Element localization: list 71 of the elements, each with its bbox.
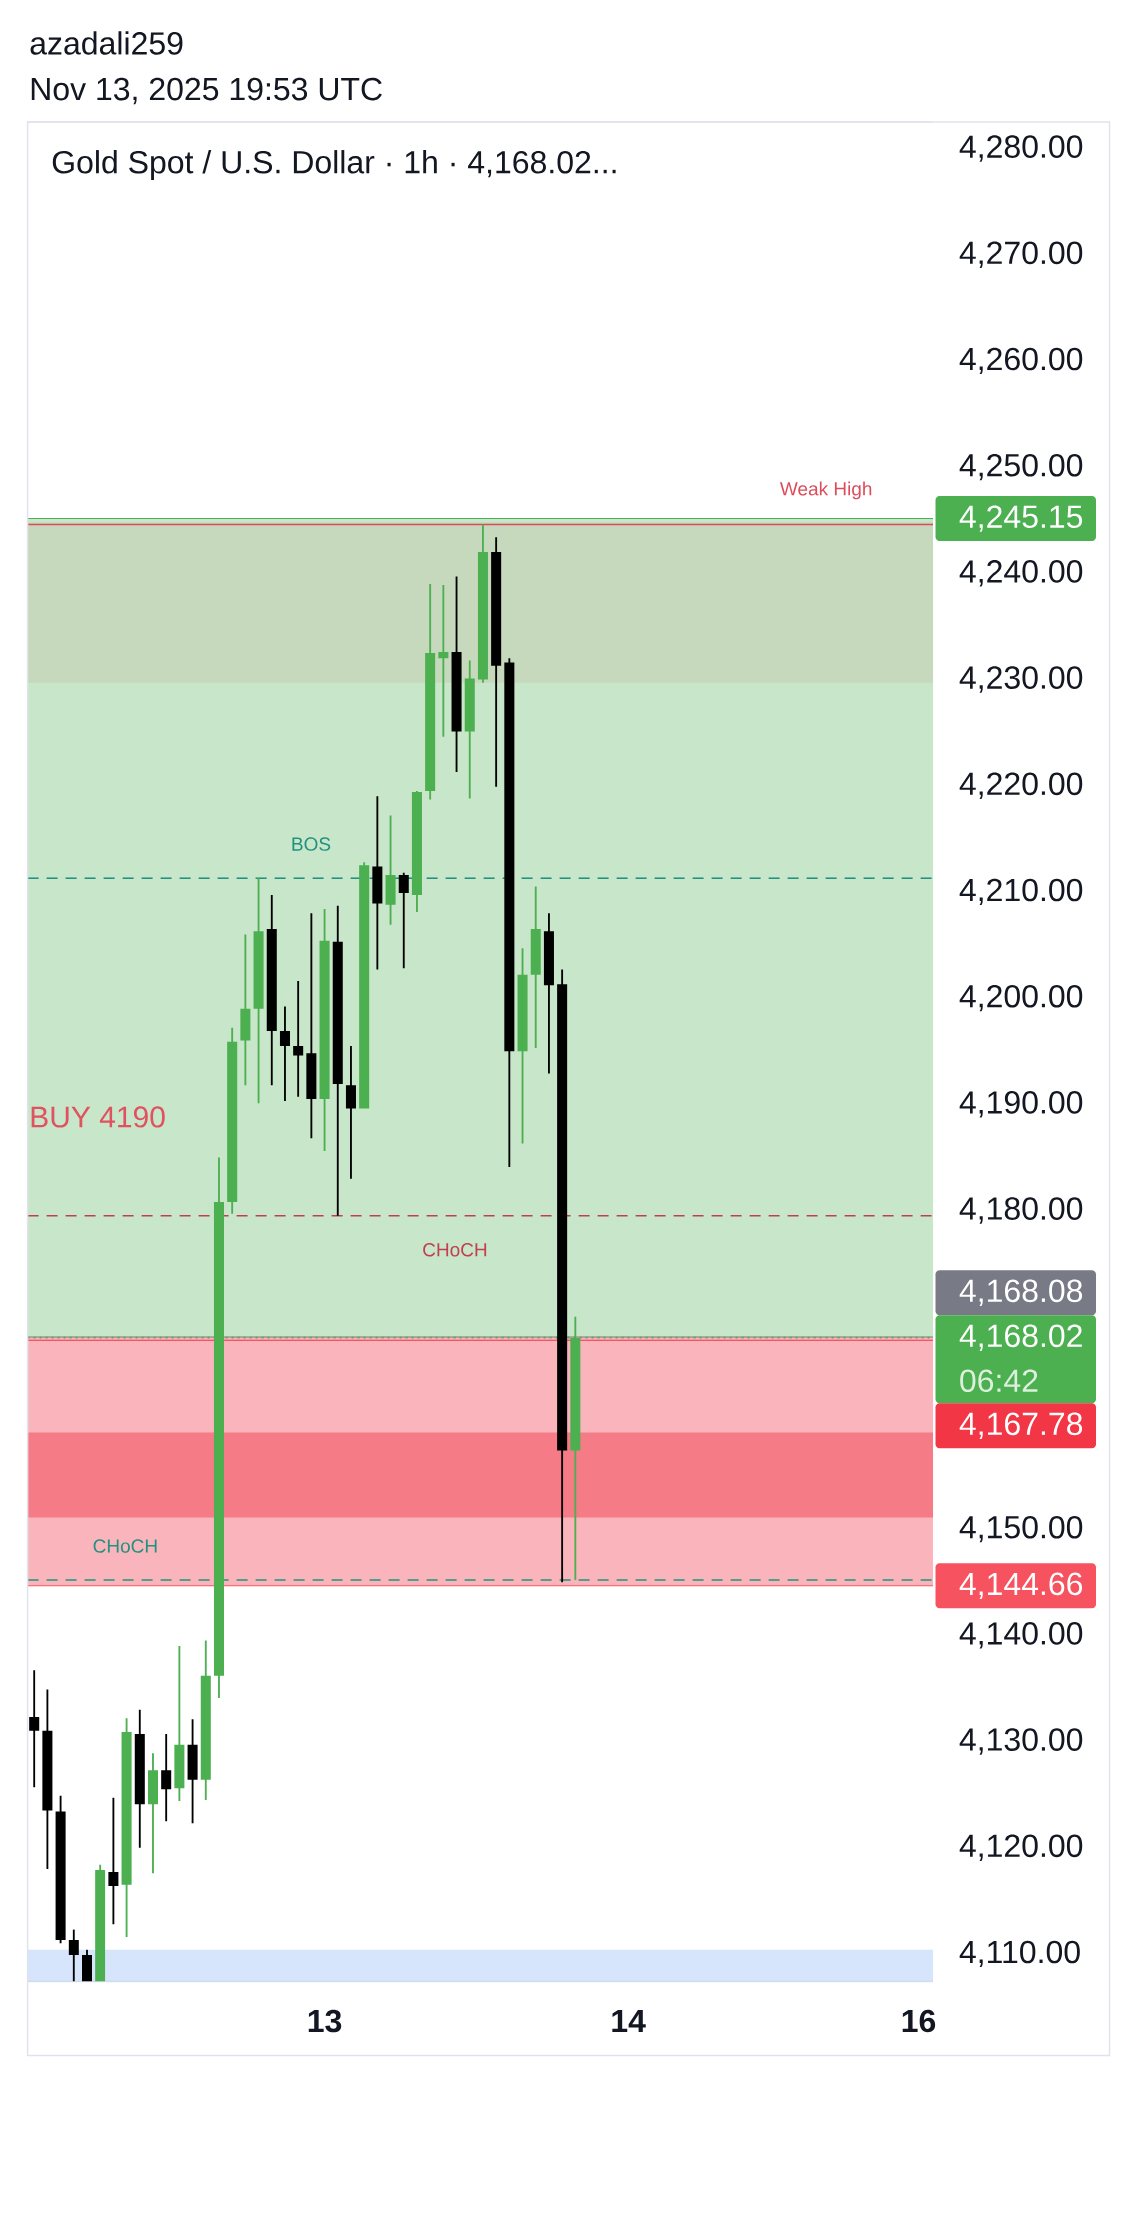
ref-line-label: CHoCH: [93, 1539, 157, 1553]
y-tick-label: 4,240.00: [959, 560, 1083, 587]
candlestick: [213, 1157, 224, 1698]
candlestick: [306, 913, 317, 1139]
candlestick: [95, 1864, 106, 1982]
x-tick-label: 13: [308, 2009, 342, 2033]
candlestick: [108, 1797, 119, 1925]
candlestick: [240, 934, 251, 1086]
ref-line-label: 4,168.02: [959, 1324, 1082, 1351]
candlestick: [411, 791, 422, 913]
y-tick-label: 4,210.00: [959, 878, 1083, 906]
ref-line-label: 4,168.08: [959, 1279, 1083, 1306]
candlestick: [319, 908, 330, 1152]
candlestick: [464, 660, 475, 799]
ref-line-label: BOS: [292, 837, 331, 851]
candlestick: [161, 1734, 172, 1822]
candlestick: [543, 913, 554, 1074]
candlestick: [332, 905, 343, 1216]
y-tick-label: 4,230.00: [959, 666, 1083, 693]
candlestick: [200, 1640, 211, 1800]
y-tick-label: 4,140.00: [959, 1622, 1083, 1649]
y-tick-label: 4,110.00: [959, 1940, 1080, 1968]
candlestick: [504, 658, 515, 1167]
candlestick: [398, 872, 409, 969]
candlestick: [438, 584, 449, 737]
candlestick: [359, 862, 370, 1109]
x-tick-label: 16: [902, 2009, 936, 2033]
candlestick: [55, 1795, 66, 1944]
y-tick-label: 4,250.00: [959, 453, 1083, 481]
candlestick: [477, 524, 488, 683]
candlestick: [451, 576, 462, 772]
y-tick-label: 4,130.00: [959, 1728, 1083, 1755]
y-tick-label: 4,180.00: [959, 1197, 1083, 1224]
candlestick: [279, 1006, 290, 1102]
candlestick: [491, 537, 502, 787]
y-tick-label: 4,260.00: [959, 347, 1083, 375]
text: Nov 13, 2025 19:53 UTC: [31, 77, 382, 105]
y-tick-label: 4,150.00: [959, 1515, 1083, 1543]
y-tick-label: 4,190.00: [959, 1091, 1083, 1118]
candlestick: [293, 981, 304, 1097]
y-tick-label: 4,220.00: [959, 772, 1083, 799]
ref-line-label: 4,245.15: [959, 505, 1083, 532]
candlestick: [42, 1689, 53, 1869]
text: 06:42: [960, 1369, 1038, 1393]
candlestick: [68, 1929, 79, 1982]
y-tick-label: 4,270.00: [959, 241, 1083, 268]
ref-line-label: 4,144.66: [959, 1572, 1083, 1600]
y-tick-label: 4,200.00: [959, 984, 1083, 1012]
y-tick-label: 4,280.00: [959, 135, 1083, 162]
y-tick-label: 4,120.00: [959, 1834, 1083, 1861]
candlestick: [425, 583, 436, 800]
candlestick: [134, 1709, 145, 1848]
candlestick: [29, 1670, 40, 1788]
candlestick: [530, 886, 541, 1049]
candlestick: [345, 1045, 356, 1179]
text: Gold Spot / U.S. Dollar · 1h · 4,168.02...: [52, 150, 616, 180]
candlestick: [81, 1949, 93, 1982]
candlestick: [187, 1719, 198, 1824]
candlestick: [147, 1753, 158, 1874]
candlestick: [266, 895, 277, 1086]
candlestick: [372, 796, 383, 970]
ref-line-label: CHoCH: [423, 1243, 487, 1257]
annotation: BUY 4190: [31, 1106, 165, 1128]
candlestick: [174, 1645, 185, 1801]
text: azadali259: [30, 31, 183, 55]
candlestick: [557, 969, 568, 1583]
candlestick: [121, 1718, 132, 1937]
ref-line-label: Weak High: [779, 481, 872, 500]
x-tick-label: 14: [612, 2010, 646, 2033]
ref-line-label: 4,167.78: [959, 1412, 1083, 1439]
candlestick: [227, 1027, 238, 1214]
